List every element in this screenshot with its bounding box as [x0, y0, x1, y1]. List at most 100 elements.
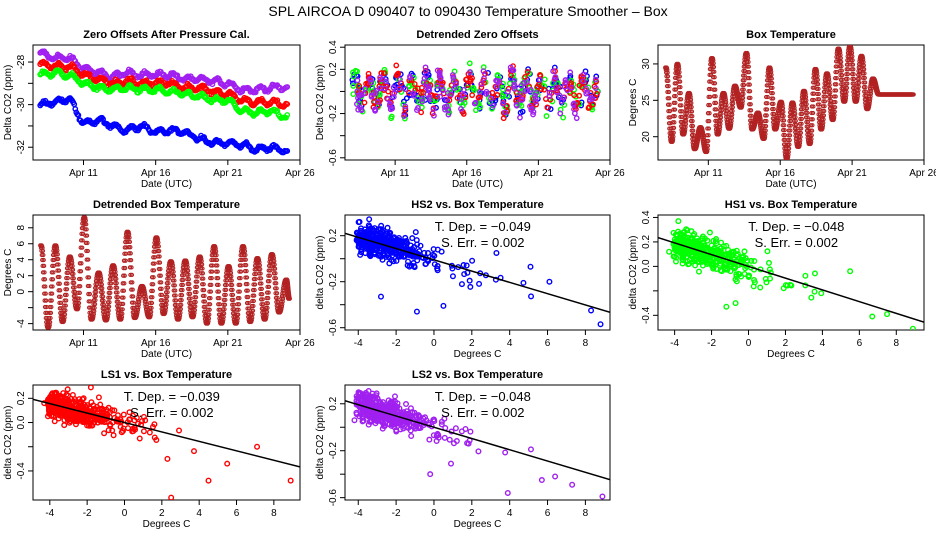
data-point: [383, 238, 390, 245]
data-point: [220, 307, 226, 312]
data-point: [62, 312, 68, 317]
data-point: [483, 88, 490, 95]
data-point: [80, 245, 85, 250]
plot-frame: [32, 214, 301, 331]
data-point: [70, 276, 75, 281]
data-point: [460, 262, 467, 269]
data-point: [414, 85, 421, 92]
data-point: [770, 111, 775, 117]
data-point: [178, 287, 184, 293]
data-point: [571, 110, 578, 117]
data-point: [178, 306, 183, 312]
panel-zero-offsets: Zero Offsets After Pressure Cal.Apr 11 Ap…: [3, 29, 315, 190]
data-point: [671, 107, 676, 112]
data-point: [159, 280, 164, 285]
data-point: [561, 83, 568, 90]
data-point: [533, 101, 540, 108]
data-point: [804, 101, 809, 107]
data-point: [213, 249, 219, 254]
data-point: [127, 257, 132, 263]
data-point: [845, 71, 851, 77]
data-point: [120, 301, 126, 307]
data-point: [274, 291, 280, 296]
data-point: [113, 281, 118, 286]
data-point: [500, 115, 507, 122]
data-point: [827, 86, 833, 91]
data-point: [706, 138, 711, 144]
data-point: [42, 291, 47, 296]
data-point: [532, 98, 539, 105]
data-point: [194, 274, 199, 279]
data-point: [85, 283, 91, 289]
data-point: [157, 254, 162, 259]
data-point: [390, 84, 397, 91]
data-point: [770, 106, 775, 112]
data-point: [257, 263, 262, 268]
data-point: [391, 90, 398, 97]
data-point: [209, 269, 215, 274]
data-point: [839, 68, 844, 73]
data-point: [86, 275, 92, 280]
data-point: [227, 274, 232, 279]
data-point: [43, 291, 48, 296]
data-point: [564, 87, 571, 94]
data-point: [129, 294, 134, 299]
data-point: [821, 117, 826, 122]
data-point: [782, 128, 787, 133]
data-point: [834, 82, 839, 87]
data-point: [745, 64, 750, 69]
data-point: [195, 269, 201, 274]
data-point: [793, 114, 798, 120]
data-point: [166, 280, 171, 286]
data-point: [42, 304, 48, 310]
data-point: [114, 281, 119, 286]
data-point: [843, 81, 848, 86]
data-point: [252, 282, 258, 287]
data-point: [57, 274, 62, 280]
data-point: [862, 93, 867, 98]
data-point: [378, 245, 385, 252]
data-point: [851, 71, 856, 77]
data-point: [815, 91, 820, 97]
data-point: [199, 271, 204, 276]
data-point: [664, 74, 669, 79]
data-point: [207, 302, 213, 307]
data-point: [837, 55, 842, 61]
data-point: [546, 93, 553, 100]
data-point: [770, 116, 776, 121]
data-point: [687, 104, 693, 110]
data-point: [54, 262, 60, 267]
data-point: [816, 107, 821, 112]
data-point: [809, 104, 814, 109]
data-point: [791, 114, 797, 120]
data-point: [114, 295, 119, 300]
data-point: [43, 310, 48, 316]
data-point: [88, 305, 93, 310]
data-point: [409, 246, 416, 253]
data-point: [710, 69, 715, 74]
data-point: [834, 69, 840, 75]
data-point: [229, 297, 234, 303]
data-point: [178, 293, 183, 298]
data-point: [258, 276, 264, 281]
data-point: [712, 113, 718, 118]
data-point: [191, 307, 196, 313]
data-point: [496, 78, 503, 85]
data-point: [48, 315, 53, 321]
data-point: [815, 97, 820, 102]
data-point: [77, 290, 82, 295]
y-tick-label: 25: [641, 94, 652, 106]
data-point: [75, 112, 82, 119]
data-point: [99, 290, 104, 295]
data-point: [418, 90, 424, 96]
data-point: [665, 96, 670, 101]
data-point: [706, 86, 712, 92]
data-point: [798, 130, 804, 136]
data-point: [463, 262, 470, 269]
data-point: [833, 99, 838, 105]
data-point: [827, 98, 832, 103]
data-point: [126, 245, 131, 250]
data-point: [845, 58, 850, 63]
data-point: [430, 106, 437, 113]
data-point: [157, 286, 163, 291]
